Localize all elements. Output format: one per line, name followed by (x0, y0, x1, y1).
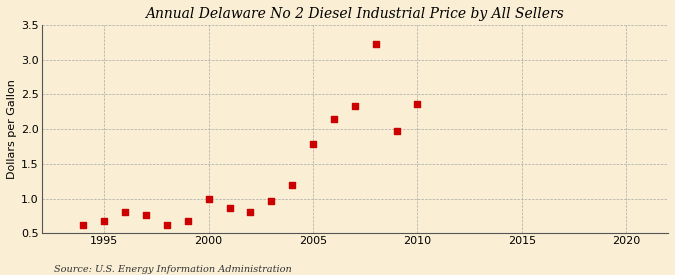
Point (203, 196, 214, 201)
Point (329, 117, 340, 121)
Point (99, 219, 109, 224)
Y-axis label: Dollars per Gallon: Dollars per Gallon (7, 79, 17, 179)
Point (371, 42, 381, 46)
Point (161, 223, 172, 227)
Point (245, 210, 256, 214)
Text: Source: U.S. Energy Information Administration: Source: U.S. Energy Information Administ… (54, 265, 292, 274)
Point (308, 141, 319, 146)
Point (140, 213, 151, 218)
Point (78, 223, 89, 227)
Point (392, 129, 402, 133)
Title: Annual Delaware No 2 Diesel Industrial Price by All Sellers: Annual Delaware No 2 Diesel Industrial P… (146, 7, 564, 21)
Point (182, 219, 193, 224)
Point (266, 199, 277, 203)
Point (119, 210, 130, 215)
Point (350, 104, 360, 108)
Point (412, 102, 423, 106)
Point (224, 205, 235, 210)
Point (287, 183, 298, 188)
